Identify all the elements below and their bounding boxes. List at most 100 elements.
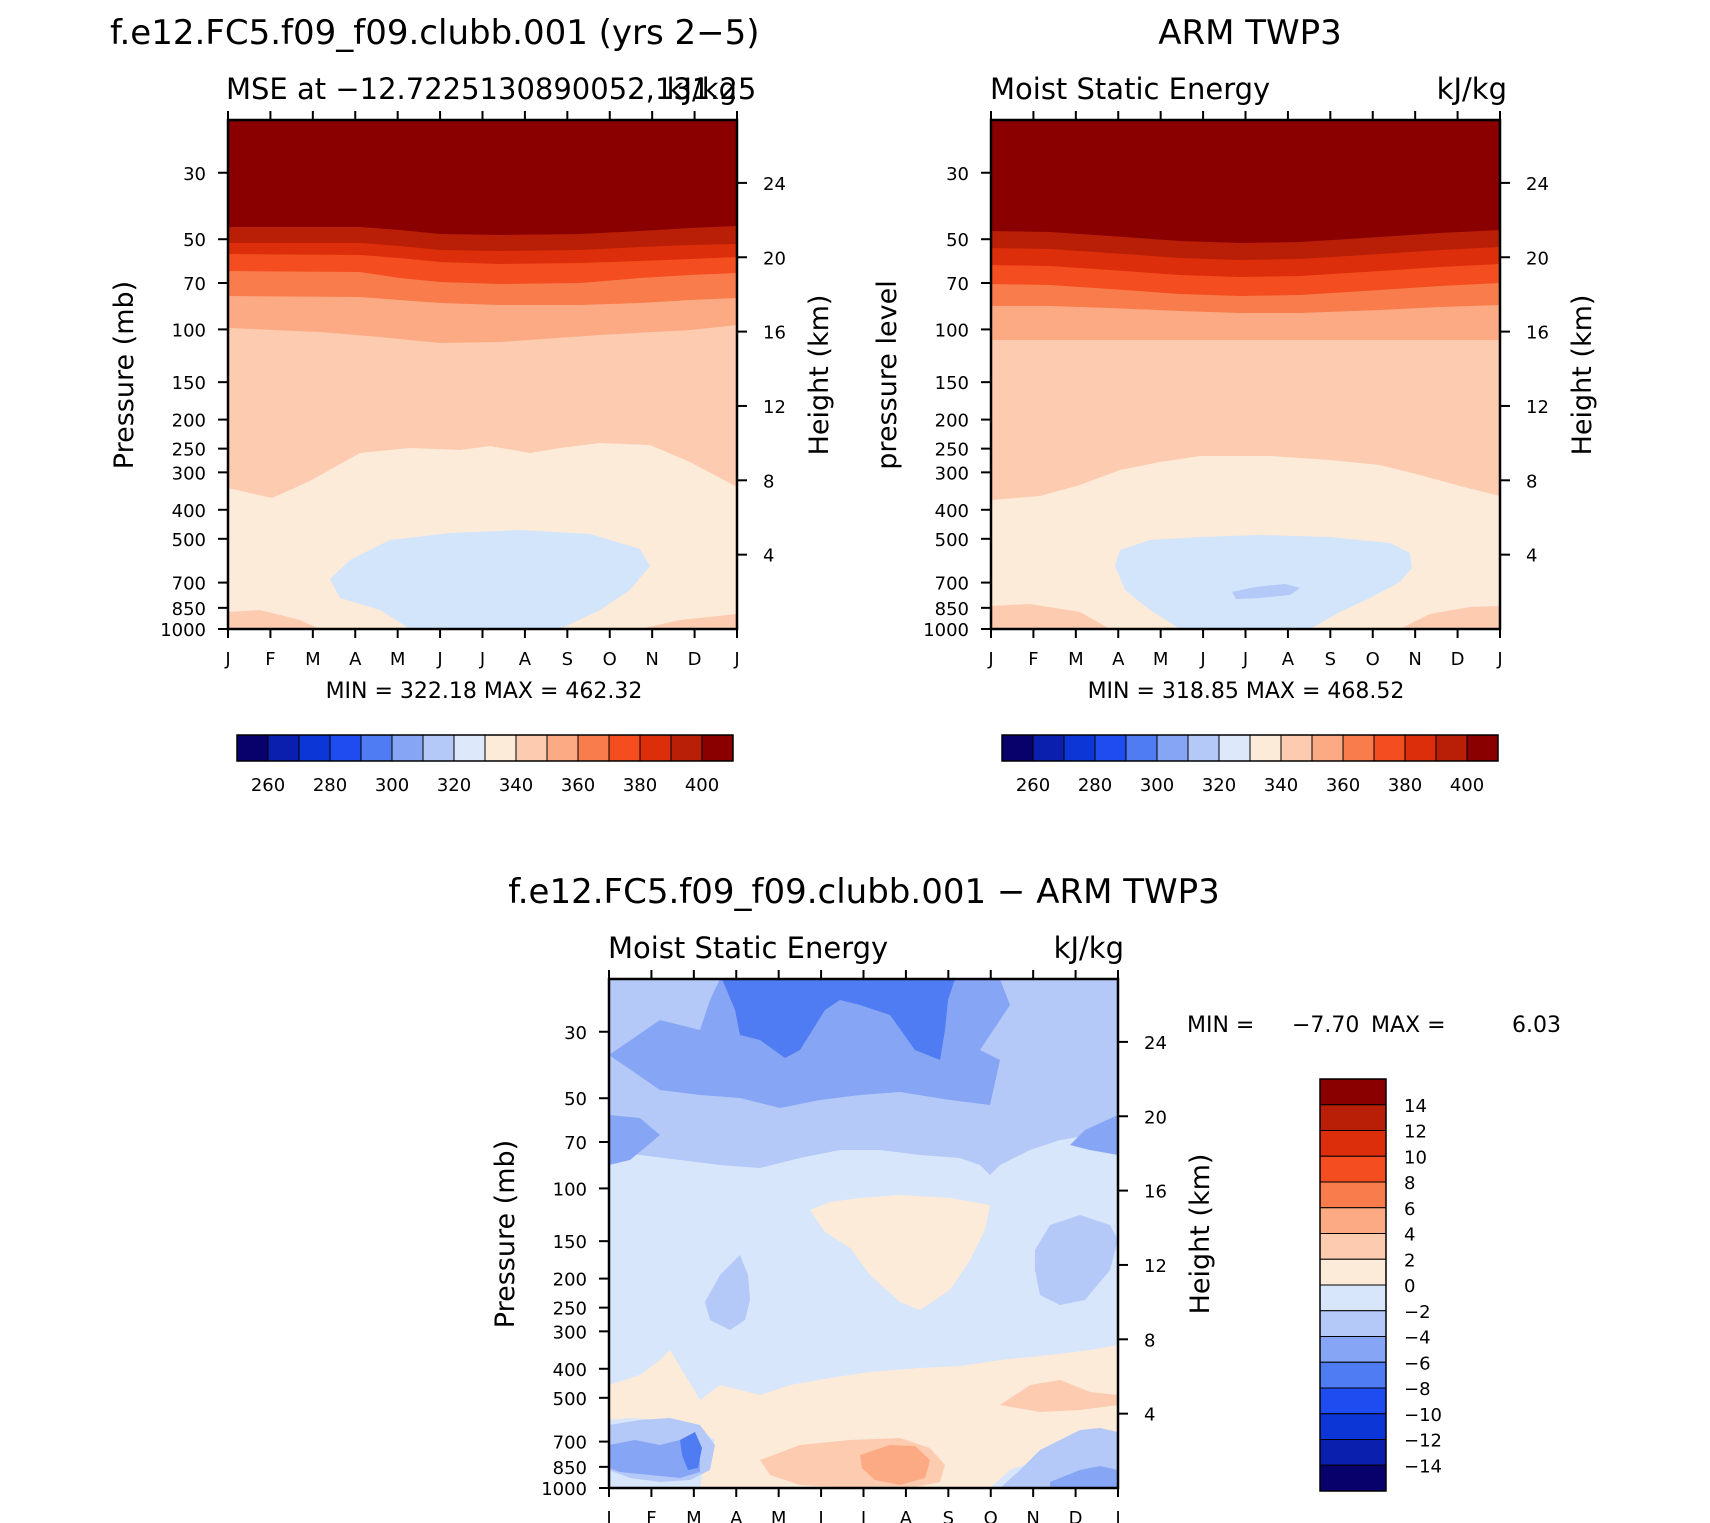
colorbar-label: −14 — [1404, 1456, 1442, 1477]
band-340-350-surface — [991, 604, 1500, 629]
band-minus6-to-minus8 — [722, 979, 955, 1060]
colorbar-label: 340 — [1264, 775, 1298, 796]
y-tick-label: 70 — [946, 274, 969, 295]
colorbar-label: 0 — [1404, 1276, 1415, 1297]
y-tick-label: 700 — [172, 574, 206, 595]
x-tick-label: M — [305, 649, 321, 670]
colorbar-model: 260 280 300 320 340 360 380 400 — [236, 734, 734, 796]
colorbar-swatch — [1319, 1130, 1387, 1157]
panel-model: f.e12.FC5.f09_f09.clubb.001 (yrs 2−5) MS… — [109, 13, 835, 796]
colorbar-frame — [1001, 734, 1499, 762]
colorbar-label: 10 — [1404, 1147, 1427, 1168]
band-minus2-to-minus4-midpatch — [705, 1255, 750, 1330]
y-tick-label: 400 — [553, 1360, 587, 1381]
x-tick-label: J — [817, 1508, 823, 1523]
subtitle-model: MSE at −12.7225130890052,131.25 — [226, 72, 756, 106]
y-tick-label: 150 — [553, 1232, 587, 1253]
colorbar-label: 2 — [1404, 1250, 1415, 1271]
x-tick-label: M — [686, 1508, 702, 1523]
y-tick-right-label: 4 — [763, 546, 774, 567]
colorbar-swatch — [1311, 734, 1344, 762]
colorbar-swatch — [360, 734, 393, 762]
x-tick-label: N — [1026, 1508, 1039, 1523]
y-tick-label: 500 — [935, 530, 969, 551]
x-tick-label: J — [224, 649, 230, 670]
colorbar-label: 12 — [1404, 1122, 1427, 1143]
colorbar-swatch — [1032, 734, 1065, 762]
colorbar-swatch — [1319, 1387, 1387, 1415]
band-0-to-2-upper — [810, 1195, 990, 1310]
band-340-350-surface — [228, 610, 737, 629]
subtitle-diff: Moist Static Energy — [608, 931, 888, 965]
colorbar-swatch — [1319, 1207, 1387, 1234]
colorbar-label: 260 — [251, 775, 285, 796]
colorbar-swatch — [1187, 734, 1220, 762]
x-tick-label: J — [733, 649, 739, 670]
colorbar-swatch — [267, 734, 300, 762]
colorbar-swatch — [453, 734, 486, 762]
colorbar-label: −12 — [1404, 1431, 1442, 1452]
y-tick-label: 850 — [553, 1458, 587, 1479]
y-tick-right-label: 8 — [763, 471, 774, 492]
colorbar-swatch — [1404, 734, 1437, 762]
colorbar-label: 320 — [1202, 775, 1236, 796]
x-tick-label: J — [987, 649, 993, 670]
colorbar-swatch — [422, 734, 455, 762]
y-tick-right-label: 8 — [1144, 1330, 1155, 1351]
y-tick-label: 250 — [553, 1299, 587, 1320]
panel-diff: f.e12.FC5.f09_f09.clubb.001 − ARM TWP3 M… — [490, 872, 1561, 1523]
x-tick-label: M — [390, 649, 406, 670]
colorbar-swatch — [1125, 734, 1158, 762]
y-tick-label: 850 — [172, 599, 206, 620]
x-tick-label: S — [943, 1508, 954, 1523]
colorbar-label: −6 — [1404, 1353, 1431, 1374]
colorbar-swatch — [1373, 734, 1406, 762]
band-minus4-to-minus6-right — [1070, 1115, 1118, 1155]
plot-area-obs — [991, 120, 1500, 629]
y-tick-label: 850 — [935, 599, 969, 620]
ylabel-right-model: Height (km) — [804, 295, 835, 456]
y-tick-right-label: 24 — [1144, 1033, 1167, 1054]
band-0-to-2-lower — [609, 1345, 1118, 1488]
x-tick-label: M — [771, 1508, 787, 1523]
y-tick-label: 70 — [183, 274, 206, 295]
stats-max-label-diff: MAX = — [1371, 1013, 1446, 1038]
title-obs: ARM TWP3 — [1158, 13, 1342, 53]
x-tick-label: J — [605, 1508, 611, 1523]
x-tick-label: F — [646, 1508, 656, 1523]
plot-area-model — [228, 120, 737, 629]
x-tick-label: J — [860, 1508, 866, 1523]
colorbar-swatch — [1249, 734, 1282, 762]
colorbar-swatch — [1319, 1336, 1387, 1363]
stats-min-diff: −7.70 — [1292, 1013, 1359, 1038]
y-tick-label: 70 — [564, 1133, 587, 1154]
x-tick-label: A — [1112, 649, 1125, 670]
y-tick-right-label: 4 — [1526, 546, 1537, 567]
y-tick-right-label: 12 — [1526, 397, 1549, 418]
y-tick-right-label: 12 — [1144, 1256, 1167, 1277]
x-tick-label: M — [1153, 649, 1169, 670]
colorbar-swatch — [1319, 1258, 1387, 1286]
colorbar-swatch — [1319, 1464, 1387, 1492]
y-tick-label: 300 — [935, 463, 969, 484]
colorbar-swatch — [329, 734, 362, 762]
title-diff: f.e12.FC5.f09_f09.clubb.001 − ARM TWP3 — [508, 872, 1220, 912]
stats-min-label-diff: MIN = — [1187, 1013, 1254, 1038]
colorbar-label: 340 — [499, 775, 533, 796]
x-tick-label: A — [730, 1508, 743, 1523]
band-minus4-to-minus6-bottomright — [1050, 1466, 1118, 1488]
band-minus4-to-minus6-bottomleft — [609, 1440, 700, 1478]
colorbar-label: 260 — [1016, 775, 1050, 796]
x-tick-label: A — [519, 649, 532, 670]
y-tick-label: 200 — [935, 411, 969, 432]
y-tick-label: 1000 — [923, 620, 969, 641]
y-tick-label: 30 — [183, 164, 206, 185]
y-tick-label: 50 — [564, 1089, 587, 1110]
x-tick-label: J — [479, 649, 485, 670]
colorbar-label: 300 — [375, 775, 409, 796]
band-300-310 — [1232, 584, 1300, 599]
